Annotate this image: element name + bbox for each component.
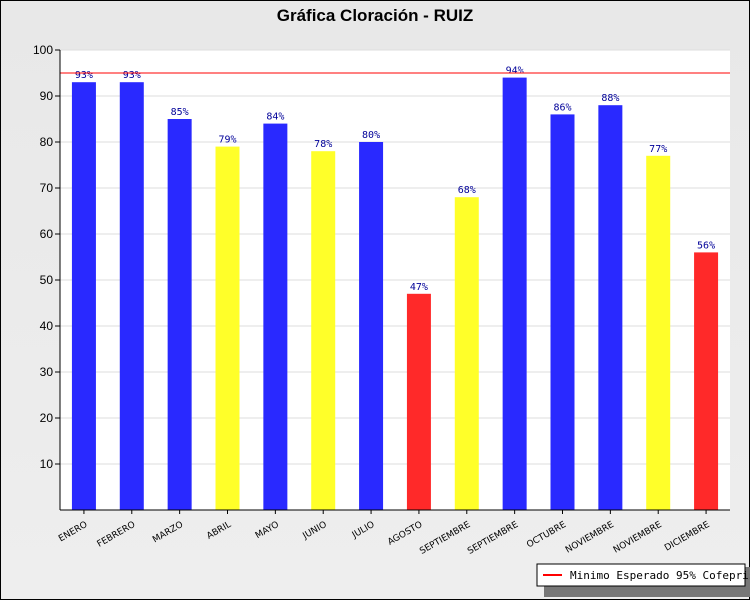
x-tick-label: SEPTIEMBRE <box>418 520 472 557</box>
bar <box>311 151 336 510</box>
data-label: 88% <box>601 93 619 104</box>
data-label: 94% <box>506 66 524 77</box>
data-label: 86% <box>553 102 571 113</box>
x-tick-label: ENERO <box>57 520 89 544</box>
bar <box>263 123 288 510</box>
x-tick-label: NOVIEMBRE <box>564 520 616 556</box>
x-tick-label: SEPTIEMBRE <box>466 520 520 557</box>
data-label: 77% <box>649 144 667 155</box>
x-tick-label: ABRIL <box>205 520 233 542</box>
x-tick-label: JUNIO <box>301 520 329 542</box>
bar <box>215 146 240 510</box>
y-tick-label: 100 <box>33 43 53 57</box>
legend: Minimo Esperado 95% Cofepris <box>536 563 750 597</box>
bar <box>694 252 719 510</box>
y-tick-label: 20 <box>40 411 54 425</box>
bar <box>359 142 384 510</box>
y-tick-label: 40 <box>40 319 54 333</box>
legend-label: Minimo Esperado 95% Cofepris <box>570 569 750 582</box>
bar <box>598 105 623 510</box>
data-label: 56% <box>697 240 715 251</box>
x-tick-label: AGOSTO <box>386 520 424 548</box>
data-label: 93% <box>75 70 93 81</box>
data-label: 93% <box>123 70 141 81</box>
x-tick-label: MAYO <box>254 520 281 541</box>
data-label: 47% <box>410 282 428 293</box>
data-label: 79% <box>218 135 236 146</box>
x-tick-label: JULIO <box>350 520 377 541</box>
data-label: 80% <box>362 130 380 141</box>
y-tick-label: 30 <box>40 365 54 379</box>
x-tick-label: MARZO <box>151 520 185 545</box>
data-label: 84% <box>266 112 284 123</box>
y-tick-label: 50 <box>40 273 54 287</box>
bar <box>550 114 575 511</box>
y-tick-label: 60 <box>40 227 54 241</box>
data-label: 78% <box>314 139 332 150</box>
x-tick-label: DICIEMBRE <box>663 520 712 554</box>
bar <box>646 155 671 511</box>
bar <box>167 119 192 510</box>
y-tick-label: 70 <box>40 181 54 195</box>
bar <box>454 197 479 510</box>
data-label: 68% <box>458 185 476 196</box>
y-tick-label: 80 <box>40 135 54 149</box>
data-label: 85% <box>171 107 189 118</box>
y-tick-label: 90 <box>40 89 54 103</box>
x-tick-label: OCTUBRE <box>525 520 568 551</box>
bar <box>502 77 527 510</box>
bar <box>406 293 431 510</box>
bar <box>71 82 96 510</box>
x-tick-label: FEBRERO <box>96 520 138 550</box>
bar <box>119 82 144 510</box>
chart-title: Gráfica Cloración - RUIZ <box>277 6 473 25</box>
y-tick-label: 10 <box>40 457 54 471</box>
x-tick-label: NOVIEMBRE <box>612 520 664 556</box>
